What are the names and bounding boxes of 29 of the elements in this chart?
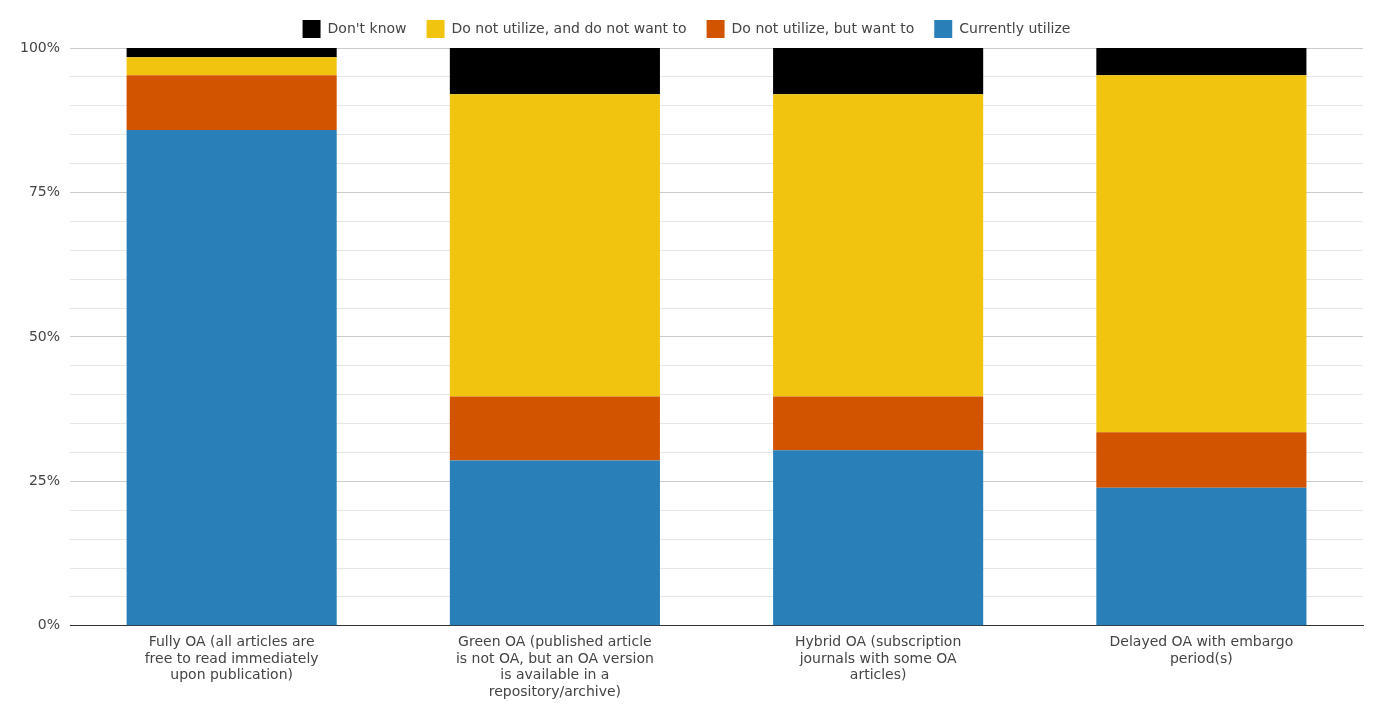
legend-label: Do not utilize, and do not want to bbox=[451, 19, 687, 36]
bar bbox=[1096, 487, 1307, 626]
y-tick-label: 50% bbox=[28, 327, 61, 344]
x-tick-label: Hybrid OA (subscription journals with some OA articles) bbox=[794, 632, 962, 683]
y-tick-label: 0% bbox=[37, 616, 61, 633]
bar bbox=[1096, 432, 1307, 488]
bar bbox=[1096, 48, 1307, 76]
bar bbox=[126, 75, 337, 131]
bar bbox=[773, 450, 984, 626]
x-tick-label: Delayed OA with embargo period(s) bbox=[1109, 632, 1294, 666]
bar bbox=[126, 57, 337, 76]
legend-label: Don't know bbox=[327, 19, 407, 36]
bar bbox=[126, 48, 337, 58]
bar bbox=[449, 460, 660, 626]
y-tick-label: 75% bbox=[28, 183, 61, 200]
legend-label: Do not utilize, but want to bbox=[731, 19, 915, 36]
x-tick-label: Fully OA (all articles are free to read immediately upon publication) bbox=[144, 632, 319, 683]
legend-label: Currently utilize bbox=[959, 19, 1071, 36]
bar bbox=[773, 48, 984, 95]
bar bbox=[449, 48, 660, 95]
bar bbox=[126, 130, 337, 626]
y-tick-label: 25% bbox=[28, 471, 61, 488]
bar bbox=[773, 396, 984, 451]
y-tick-label: 100% bbox=[19, 38, 61, 55]
bar bbox=[773, 94, 984, 397]
bar bbox=[449, 396, 660, 461]
bar bbox=[1096, 75, 1307, 433]
bar bbox=[449, 94, 660, 397]
x-tick-label: Green OA (published article is not OA, but an OA version is available in a repository/archive) bbox=[455, 632, 654, 700]
